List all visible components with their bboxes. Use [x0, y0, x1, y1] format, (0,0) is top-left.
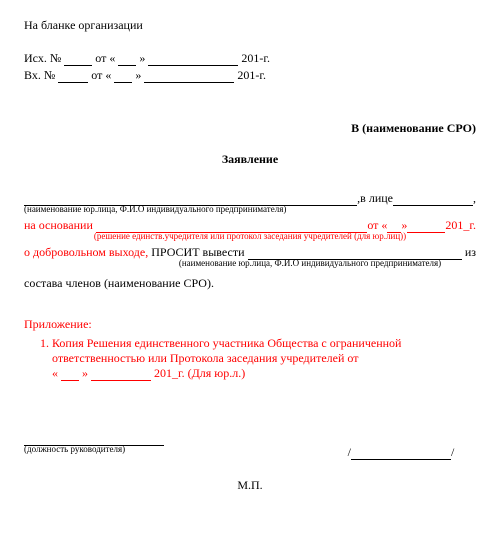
outgoing-close-q: » [139, 51, 145, 65]
sig-name-field[interactable] [351, 447, 451, 460]
sig-role-note: (должность руководителя) [24, 445, 164, 454]
signature-row: (должность руководителя) / / [24, 445, 476, 460]
att-day-field[interactable] [61, 368, 79, 381]
incoming-line: Вх. № от « » 201-г. [24, 68, 476, 83]
attachment-item-1: Копия Решения единственного участника Об… [52, 336, 476, 381]
sig-right: / / [326, 445, 476, 460]
incoming-from: от « [91, 68, 111, 82]
incoming-year: 201-г. [237, 68, 266, 82]
doc-title: Заявление [24, 152, 476, 167]
attachment-item1-date: « » 201_г. (Для юр.л.) [52, 366, 476, 381]
person-name-field[interactable] [393, 193, 473, 206]
legal-name-note: (наименование юр.лица, Ф.И.О индивидуаль… [24, 205, 476, 214]
comma1: , [473, 191, 476, 206]
members-of: состава членов (наименование СРО). [24, 276, 476, 291]
seal: М.П. [24, 478, 476, 493]
att-year: 201_г. (Для юр.л.) [154, 366, 245, 380]
letterhead-note: На бланке организации [24, 18, 476, 33]
incoming-prefix: Вх. № [24, 68, 55, 82]
outgoing-year: 201-г. [241, 51, 270, 65]
attachment-title: Приложение: [24, 317, 476, 332]
outgoing-day-field[interactable] [118, 53, 136, 66]
incoming-day-field[interactable] [114, 70, 132, 83]
att-date-q2: » [82, 366, 88, 380]
in-person: ,в лице [357, 191, 393, 206]
sig-left: (должность руководителя) [24, 445, 164, 460]
addressee: В (наименование СРО) [24, 121, 476, 136]
outgoing-from: от « [95, 51, 115, 65]
from-tail: из [465, 245, 476, 260]
sig-slash2: / [451, 445, 454, 460]
voluntary-exit: о добровольном выходе, [24, 245, 148, 260]
attachment-item1-line2: ответственностью или Протокола заседания… [52, 351, 476, 366]
incoming-close-q: » [135, 68, 141, 82]
outgoing-line: Исх. № от « » 201-г. [24, 51, 476, 66]
on-basis: на основании [24, 218, 93, 233]
incoming-no-field[interactable] [58, 70, 88, 83]
basis-year: 201_г. [445, 218, 476, 233]
outgoing-prefix: Исх. № [24, 51, 61, 65]
att-month-field[interactable] [91, 368, 151, 381]
attachment-item1-line1: Копия Решения единственного участника Об… [52, 336, 476, 351]
document-page: На бланке организации Исх. № от « » 201-… [0, 0, 500, 509]
outgoing-no-field[interactable] [64, 53, 92, 66]
basis-note: (решение единств.учредителя или протокол… [24, 232, 476, 241]
att-date-q1: « [52, 366, 58, 380]
incoming-month-field[interactable] [144, 70, 234, 83]
member-note: (наименование юр.лица, Ф.И.О индивидуаль… [24, 259, 476, 268]
outgoing-month-field[interactable] [148, 53, 238, 66]
basis-month-field[interactable] [407, 220, 445, 233]
attachment-block: Приложение: Копия Решения единственного … [24, 317, 476, 381]
